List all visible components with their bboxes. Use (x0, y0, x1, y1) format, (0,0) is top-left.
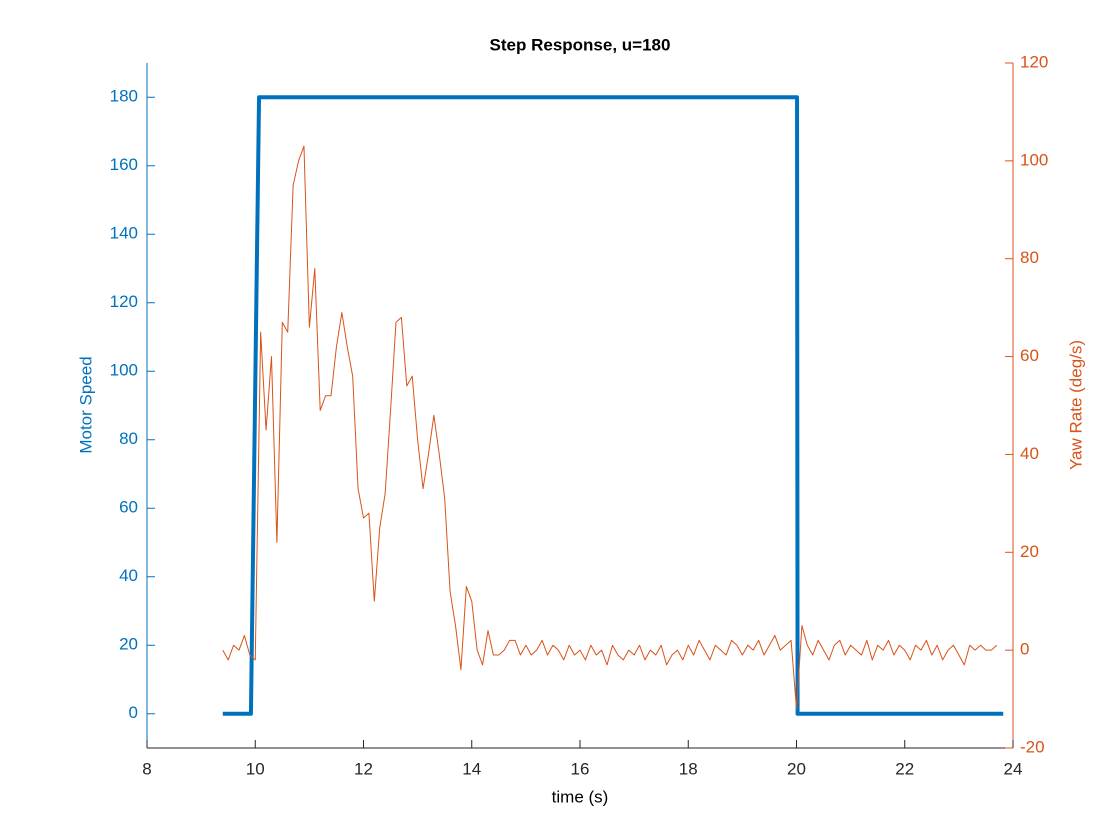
y2-tick-label: 120 (1020, 52, 1048, 71)
y2-axis-label: Yaw Rate (deg/s) (1066, 340, 1085, 470)
y-tick-label: 160 (110, 155, 138, 174)
y2-tick-label: 40 (1020, 444, 1039, 463)
x-axis-label: time (s) (552, 787, 609, 806)
y2-tick-label: 100 (1020, 150, 1048, 169)
x-tick-label: 20 (787, 759, 806, 778)
y2-tick-label: 60 (1020, 346, 1039, 365)
x-tick-label: 12 (354, 759, 373, 778)
y-axis-label: Motor Speed (76, 356, 95, 453)
chart-title: Step Response, u=180 (490, 35, 671, 54)
x-tick-label: 22 (895, 759, 914, 778)
y-tick-label: 140 (110, 224, 138, 243)
x-tick-label: 10 (246, 759, 265, 778)
x-tick-label: 18 (679, 759, 698, 778)
y-tick-label: 100 (110, 361, 138, 380)
x-tick-label: 8 (142, 759, 151, 778)
y-tick-label: 60 (119, 498, 138, 517)
x-tick-label: 24 (1004, 759, 1023, 778)
y-tick-label: 0 (129, 703, 138, 722)
y-tick-label: 120 (110, 292, 138, 311)
y2-tick-label: 0 (1020, 640, 1029, 659)
x-tick-label: 14 (462, 759, 481, 778)
y-tick-label: 180 (110, 87, 138, 106)
x-tick-label: 16 (571, 759, 590, 778)
y2-tick-label: -20 (1020, 737, 1045, 756)
series-line (222, 95, 1004, 716)
y-tick-label: 40 (119, 566, 138, 585)
y2-tick-label: 80 (1020, 248, 1039, 267)
y2-tick-label: 20 (1020, 542, 1039, 561)
series-line (222, 145, 998, 710)
y-tick-label: 80 (119, 429, 138, 448)
y-tick-label: 20 (119, 635, 138, 654)
